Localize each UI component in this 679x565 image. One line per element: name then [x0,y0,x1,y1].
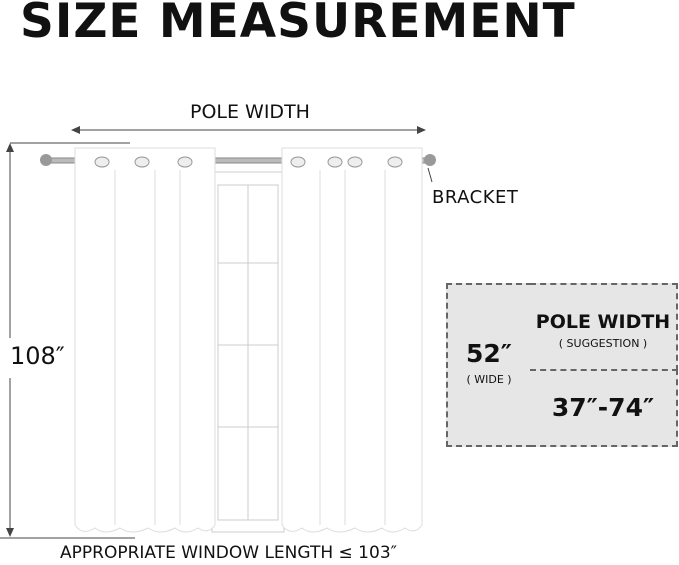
pole-heading-cell: POLE WIDTH ( SUGGESTION ) [530,283,678,371]
rod-finial-left [40,154,52,166]
bracket-label: BRACKET [432,187,519,208]
left-curtain-panel [74,147,216,533]
page-title: SIZE MEASUREMENT [20,0,576,49]
window [211,171,285,533]
rod-finial-right [424,154,436,166]
pole-width-label: POLE WIDTH [190,101,310,123]
bracket-pointer [427,167,433,183]
height-label: 108″ [10,342,65,370]
pole-heading: POLE WIDTH [535,311,671,333]
pole-note: ( SUGGESTION ) [558,337,648,350]
width-note: ( WIDE ) [466,373,512,386]
width-cell: 52″ ( WIDE ) [446,283,532,447]
grommets [94,156,403,168]
pole-range-cell: 37″-74″ [530,369,678,447]
width-value: 52″ [466,339,512,368]
window-length-label: APPROPRIATE WINDOW LENGTH ≤ 103″ [60,543,397,563]
right-curtain-panel [281,147,423,533]
pole-range: 37″-74″ [551,393,655,422]
